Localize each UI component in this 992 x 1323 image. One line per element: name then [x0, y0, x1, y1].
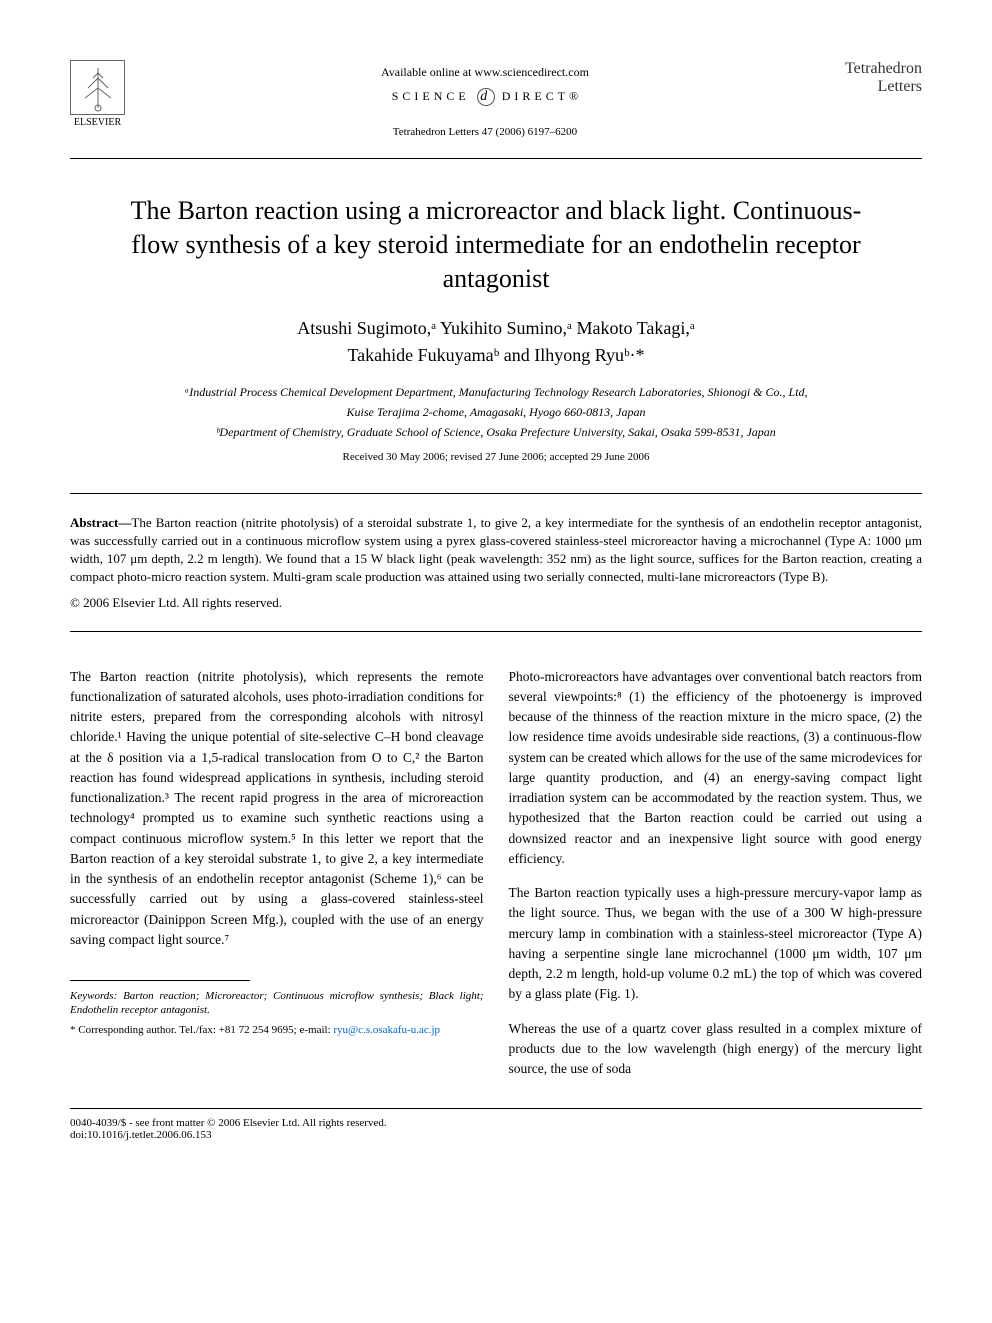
header-center: Available online at www.sciencedirect.co…	[125, 60, 845, 138]
body-columns: The Barton reaction (nitrite photolysis)…	[70, 667, 922, 1094]
bottom-divider	[70, 1108, 922, 1109]
column-left: The Barton reaction (nitrite photolysis)…	[70, 667, 484, 1094]
affiliation-a: ᵃIndustrial Process Chemical Development…	[70, 384, 922, 401]
elsevier-logo: ELSEVIER	[70, 60, 125, 128]
elsevier-tree-icon	[70, 60, 125, 115]
authors: Atsushi Sugimoto,ᵃ Yukihito Sumino,ᵃ Mak…	[70, 315, 922, 369]
elsevier-label: ELSEVIER	[74, 117, 121, 128]
doi-text: doi:10.1016/j.tetlet.2006.06.153	[70, 1129, 387, 1141]
paragraph-4: Whereas the use of a quartz cover glass …	[509, 1019, 923, 1080]
copyright-text: © 2006 Elsevier Ltd. All rights reserved…	[70, 595, 922, 611]
sd-circle-icon: d	[477, 88, 495, 106]
keywords-section: Keywords: Barton reaction; Microreactor;…	[70, 989, 484, 1018]
doi-row: 0040-4039/$ - see front matter © 2006 El…	[70, 1117, 922, 1141]
footer-divider	[70, 980, 250, 981]
issn-doi: 0040-4039/$ - see front matter © 2006 El…	[70, 1117, 387, 1141]
journal-name: Tetrahedron Letters	[845, 60, 922, 96]
keywords-text: Barton reaction; Microreactor; Continuou…	[70, 990, 484, 1016]
abstract-text: The Barton reaction (nitrite photolysis)…	[70, 515, 922, 585]
journal-reference: Tetrahedron Letters 47 (2006) 6197–6200	[125, 126, 845, 138]
column-right: Photo-microreactors have advantages over…	[509, 667, 923, 1094]
abstract-section: Abstract—The Barton reaction (nitrite ph…	[70, 514, 922, 587]
header-row: ELSEVIER Available online at www.science…	[70, 60, 922, 138]
authors-line-1: Atsushi Sugimoto,ᵃ Yukihito Sumino,ᵃ Mak…	[70, 315, 922, 342]
email-link[interactable]: ryu@c.s.osakafu-u.ac.jp	[333, 1024, 440, 1036]
article-title: The Barton reaction using a microreactor…	[110, 194, 882, 295]
abstract-divider-bottom	[70, 631, 922, 632]
corresponding-author: * Corresponding author. Tel./fax: +81 72…	[70, 1023, 484, 1037]
keywords-label: Keywords:	[70, 990, 117, 1002]
paragraph-1: The Barton reaction (nitrite photolysis)…	[70, 667, 484, 951]
abstract-divider-top	[70, 493, 922, 494]
available-online-text: Available online at www.sciencedirect.co…	[125, 65, 845, 80]
science-direct-logo: SCIENCE d DIRECT®	[125, 88, 845, 106]
header-divider	[70, 158, 922, 159]
authors-line-2: Takahide Fukuyamaᵇ and Ilhyong Ryuᵇ·*	[70, 342, 922, 369]
abstract-label: Abstract—	[70, 515, 131, 530]
issn-text: 0040-4039/$ - see front matter © 2006 El…	[70, 1117, 387, 1129]
paragraph-2: Photo-microreactors have advantages over…	[509, 667, 923, 870]
affiliation-a2: Kuise Terajima 2-chome, Amagasaki, Hyogo…	[70, 404, 922, 421]
affiliation-b: ᵇDepartment of Chemistry, Graduate Schoo…	[70, 424, 922, 441]
paragraph-3: The Barton reaction typically uses a hig…	[509, 883, 923, 1005]
received-dates: Received 30 May 2006; revised 27 June 20…	[70, 451, 922, 463]
